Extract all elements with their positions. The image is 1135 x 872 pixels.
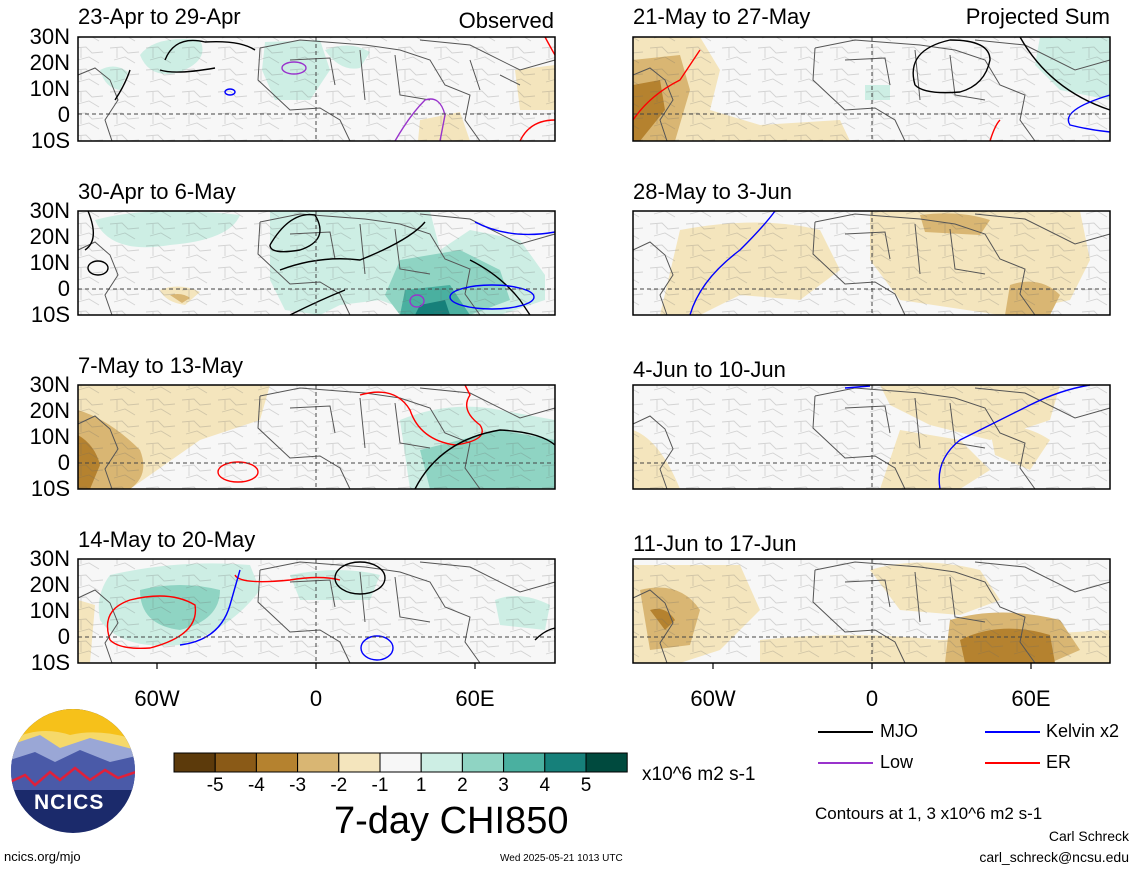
panel-6-title: 28-May to 3-Jun xyxy=(633,179,792,204)
lat-label: 10N xyxy=(29,76,70,101)
map-panel-4 xyxy=(77,558,556,664)
map-panel-5 xyxy=(632,36,1111,142)
ncics-logo xyxy=(11,709,135,833)
lat-label: 10N xyxy=(29,250,70,275)
colorbar-label: 2 xyxy=(457,775,468,796)
lat-label: 30N xyxy=(29,546,70,571)
colorbar-units: x10^6 m2 s-1 xyxy=(642,764,756,785)
lon-label-60w-left: 60W xyxy=(134,686,180,711)
lat-label: 0 xyxy=(57,450,70,475)
colorbar-box xyxy=(338,752,381,773)
lat-label: 20N xyxy=(29,224,70,249)
panel-3-title: 7-May to 13-May xyxy=(78,353,244,378)
map-panel-7 xyxy=(632,384,1111,490)
panel-7-title: 4-Jun to 10-Jun xyxy=(633,357,786,382)
map-panel-8 xyxy=(632,558,1111,664)
map-panel-3 xyxy=(77,384,556,490)
lat-label: 10N xyxy=(29,424,70,449)
panel-5-title: 21-May to 27-May xyxy=(633,4,811,29)
colorbar-label: 4 xyxy=(539,775,551,796)
contours-note: Contours at 1, 3 x10^6 m2 s-1 xyxy=(815,804,1043,823)
author-name: Carl Schreck xyxy=(1048,828,1129,844)
lat-label: 10S xyxy=(30,476,70,501)
colorbar-box xyxy=(585,752,628,773)
legend-kelvin: Kelvin x2 xyxy=(1046,721,1120,741)
colorbar-label: -5 xyxy=(206,775,224,796)
colorbar-label: 1 xyxy=(415,775,427,796)
legend-lines xyxy=(818,731,1040,764)
lat-label: 0 xyxy=(57,624,70,649)
panel-4-title: 14-May to 20-May xyxy=(78,527,256,552)
axis-ticks xyxy=(156,663,1032,669)
lon-label-60e-right: 60E xyxy=(1011,686,1051,711)
lat-label: 30N xyxy=(29,372,70,397)
colorbar xyxy=(173,752,628,773)
colorbar-label: -4 xyxy=(247,775,265,796)
lat-label: 10S xyxy=(30,650,70,675)
lat-label: 0 xyxy=(57,276,70,301)
lat-label: 10S xyxy=(30,128,70,153)
colorbar-box xyxy=(461,752,505,773)
lon-label-0-right: 0 xyxy=(865,686,879,711)
lat-label: 20N xyxy=(29,572,70,597)
colorbar-label: -2 xyxy=(330,775,348,796)
panel-1-label: Observed xyxy=(458,8,554,33)
lat-label: 30N xyxy=(29,198,70,223)
lat-label: 20N xyxy=(29,50,70,75)
colorbar-box xyxy=(173,752,216,773)
colorbar-box xyxy=(544,752,587,773)
map-panel-6 xyxy=(632,210,1111,316)
panel-1-title: 23-Apr to 29-Apr xyxy=(78,4,241,29)
colorbar-box xyxy=(503,752,546,773)
timestamp: Wed 2025-05-21 1013 UTC xyxy=(500,853,623,864)
colorbar-label: -3 xyxy=(289,775,307,796)
lat-label: 0 xyxy=(57,102,70,127)
colorbar-title: 7-day CHI850 xyxy=(334,800,569,842)
lon-label-60w-right: 60W xyxy=(690,686,736,711)
colorbar-box xyxy=(255,752,299,773)
colorbar-box xyxy=(420,752,463,773)
panel-8-title: 11-Jun to 17-Jun xyxy=(633,531,797,556)
colorbar-box xyxy=(297,752,340,773)
panel-5-label: Projected Sum xyxy=(965,4,1110,29)
panel-2-title: 30-Apr to 6-May xyxy=(78,179,236,204)
lat-label: 10N xyxy=(29,598,70,623)
colorbar-label: 3 xyxy=(498,775,509,796)
legend-low: Low xyxy=(880,752,914,772)
legend-er: ER xyxy=(1046,752,1072,772)
colorbar-box xyxy=(214,752,257,773)
lat-label: 20N xyxy=(29,398,70,423)
lon-label-60e-left: 60E xyxy=(455,686,495,711)
map-panel-1 xyxy=(77,36,556,142)
lat-label: 30N xyxy=(29,24,70,49)
colorbar-box xyxy=(379,752,422,773)
colorbar-label: -1 xyxy=(371,775,389,796)
lat-label: 10S xyxy=(30,302,70,327)
map-panel-2 xyxy=(77,210,556,316)
logo-text: NCICS xyxy=(34,791,105,814)
site-link[interactable]: ncics.org/mjo xyxy=(4,849,81,864)
legend-mjo: MJO xyxy=(880,721,918,741)
colorbar-label: 5 xyxy=(580,775,592,796)
author-email[interactable]: carl_schreck@ncsu.edu xyxy=(979,849,1129,865)
lon-label-0-left: 0 xyxy=(309,686,323,711)
